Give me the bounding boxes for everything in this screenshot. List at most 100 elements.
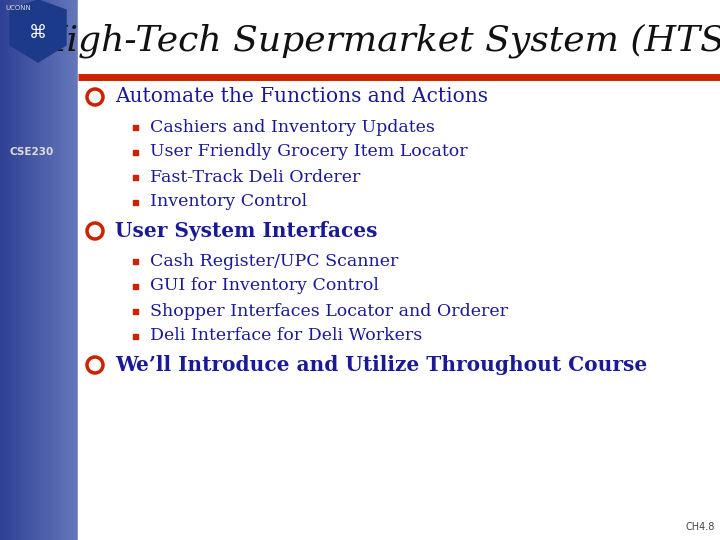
- Bar: [27, 0, 28, 540]
- Text: UCONN: UCONN: [5, 5, 31, 11]
- Bar: [36, 0, 37, 540]
- Bar: [18, 0, 19, 540]
- Bar: [22, 0, 23, 540]
- Bar: [59, 0, 60, 540]
- Bar: [42, 0, 43, 540]
- Text: CSE230: CSE230: [10, 147, 54, 157]
- Bar: [62, 0, 63, 540]
- Bar: [69, 0, 70, 540]
- Bar: [37, 0, 38, 540]
- Polygon shape: [10, 0, 66, 62]
- Bar: [132, 199, 138, 205]
- Bar: [58, 0, 59, 540]
- Bar: [24, 0, 25, 540]
- Text: Cash Register/UPC Scanner: Cash Register/UPC Scanner: [150, 253, 398, 269]
- Bar: [35, 0, 36, 540]
- Bar: [11, 0, 12, 540]
- Bar: [48, 0, 49, 540]
- Bar: [43, 0, 44, 540]
- Bar: [32, 0, 33, 540]
- Bar: [5, 0, 6, 540]
- Bar: [49, 0, 50, 540]
- Bar: [132, 150, 138, 154]
- Bar: [74, 0, 75, 540]
- Text: GUI for Inventory Control: GUI for Inventory Control: [150, 278, 379, 294]
- Bar: [66, 0, 67, 540]
- Bar: [47, 0, 48, 540]
- Bar: [75, 0, 76, 540]
- Bar: [13, 0, 14, 540]
- Text: Fast-Track Deli Orderer: Fast-Track Deli Orderer: [150, 168, 361, 186]
- Bar: [46, 0, 47, 540]
- Bar: [6, 0, 7, 540]
- Bar: [16, 0, 17, 540]
- Bar: [31, 0, 32, 540]
- Text: User System Interfaces: User System Interfaces: [115, 221, 377, 241]
- Bar: [3, 0, 4, 540]
- Bar: [45, 0, 46, 540]
- Bar: [68, 0, 69, 540]
- Bar: [9, 0, 10, 540]
- Text: ⌘: ⌘: [29, 24, 47, 42]
- Bar: [0, 0, 1, 540]
- Bar: [57, 0, 58, 540]
- Text: Automate the Functions and Actions: Automate the Functions and Actions: [115, 87, 488, 106]
- Bar: [132, 308, 138, 314]
- Bar: [65, 0, 66, 540]
- Text: CH4.8: CH4.8: [685, 522, 715, 532]
- Bar: [70, 0, 71, 540]
- Text: Inventory Control: Inventory Control: [150, 193, 307, 211]
- Bar: [64, 0, 65, 540]
- Bar: [34, 0, 35, 540]
- Bar: [30, 0, 31, 540]
- Bar: [71, 0, 72, 540]
- Bar: [29, 0, 30, 540]
- Bar: [132, 174, 138, 179]
- Text: Deli Interface for Deli Workers: Deli Interface for Deli Workers: [150, 327, 422, 345]
- Bar: [12, 0, 13, 540]
- Bar: [19, 0, 20, 540]
- Bar: [72, 0, 73, 540]
- Bar: [14, 0, 15, 540]
- Bar: [17, 0, 18, 540]
- Bar: [33, 0, 34, 540]
- Bar: [132, 284, 138, 288]
- Bar: [7, 0, 8, 540]
- Bar: [78, 0, 720, 540]
- Bar: [53, 0, 54, 540]
- Bar: [132, 259, 138, 264]
- Bar: [15, 0, 16, 540]
- Bar: [2, 0, 3, 540]
- Bar: [60, 0, 61, 540]
- Bar: [54, 0, 55, 540]
- Bar: [67, 0, 68, 540]
- Text: Shopper Interfaces Locator and Orderer: Shopper Interfaces Locator and Orderer: [150, 302, 508, 320]
- Bar: [56, 0, 57, 540]
- Bar: [76, 0, 77, 540]
- Bar: [38, 0, 39, 540]
- Bar: [50, 0, 51, 540]
- Bar: [10, 0, 11, 540]
- Bar: [28, 0, 29, 540]
- Bar: [26, 0, 27, 540]
- Bar: [39, 0, 40, 540]
- Bar: [132, 334, 138, 339]
- Bar: [61, 0, 62, 540]
- Bar: [51, 0, 52, 540]
- Bar: [132, 125, 138, 130]
- Bar: [77, 0, 78, 540]
- Bar: [25, 0, 26, 540]
- Bar: [8, 0, 9, 540]
- Bar: [41, 0, 42, 540]
- Bar: [21, 0, 22, 540]
- Text: We’ll Introduce and Utilize Throughout Course: We’ll Introduce and Utilize Throughout C…: [115, 355, 647, 375]
- Bar: [23, 0, 24, 540]
- Bar: [1, 0, 2, 540]
- Bar: [40, 0, 41, 540]
- Bar: [63, 0, 64, 540]
- Bar: [73, 0, 74, 540]
- Bar: [55, 0, 56, 540]
- Bar: [52, 0, 53, 540]
- Text: High-Tech Supermarket System (HTSS): High-Tech Supermarket System (HTSS): [36, 24, 720, 58]
- Text: Cashiers and Inventory Updates: Cashiers and Inventory Updates: [150, 118, 435, 136]
